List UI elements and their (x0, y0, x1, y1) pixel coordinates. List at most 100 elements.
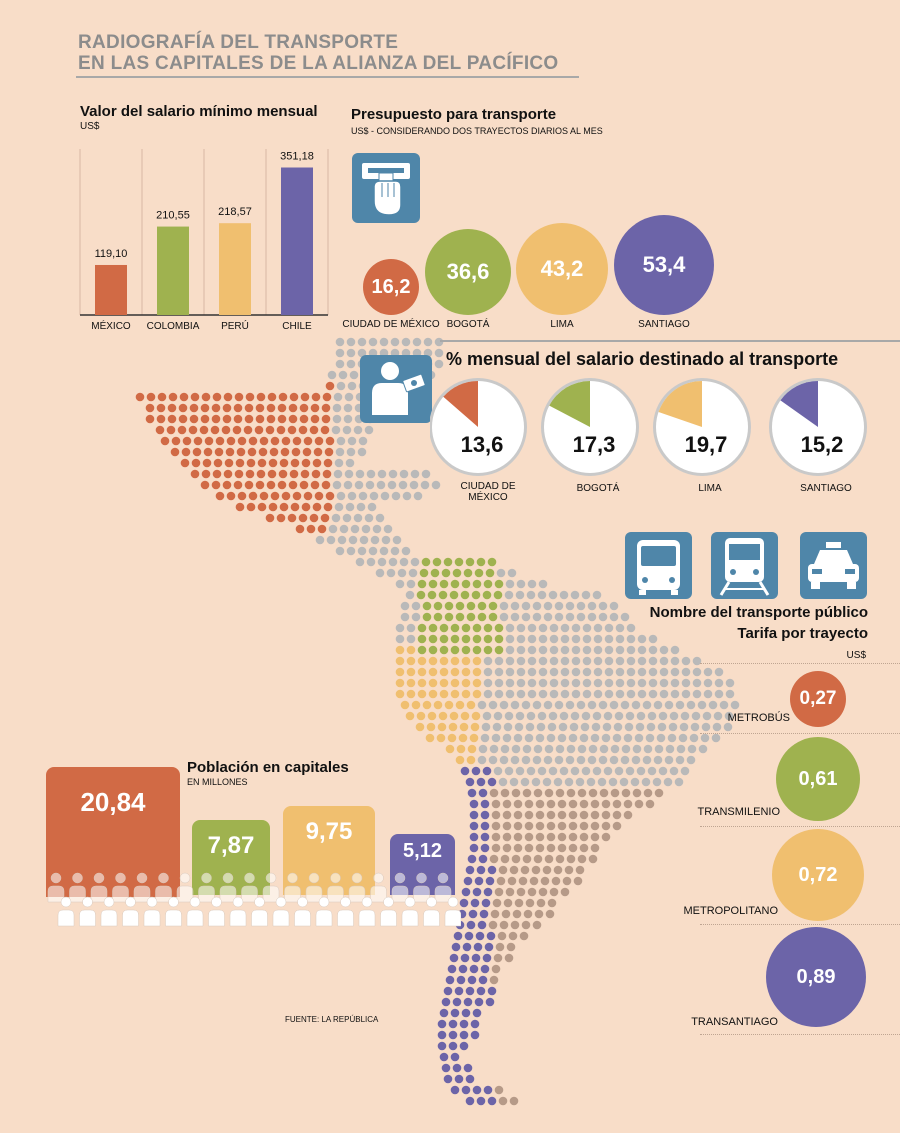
transport-title: Nombre del transporte público (649, 604, 868, 621)
map-dot (648, 689, 658, 699)
map-dot (335, 359, 345, 369)
map-dot (346, 447, 356, 457)
map-dot (527, 634, 537, 644)
map-dot (443, 557, 453, 567)
map-dot (494, 634, 504, 644)
person-body (423, 909, 440, 927)
map-dot (417, 623, 427, 633)
map-dot (270, 491, 280, 501)
map-dot (190, 392, 200, 402)
map-dot (337, 535, 347, 545)
map-dot (381, 535, 391, 545)
map-dot (372, 524, 382, 534)
map-dot (700, 733, 710, 743)
map-dot (642, 700, 652, 710)
map-dot (565, 601, 575, 611)
map-dot (345, 458, 355, 468)
salary-value-label: 218,57 (218, 206, 252, 218)
map-dot (535, 799, 545, 809)
map-dot (465, 777, 475, 787)
map-dot (321, 414, 331, 424)
map-dot (615, 656, 625, 666)
map-dot (670, 678, 680, 688)
map-dot (626, 623, 636, 633)
map-dot (527, 579, 537, 589)
map-dot (590, 810, 600, 820)
map-dot (428, 645, 438, 655)
map-dot (323, 502, 333, 512)
map-dot (548, 766, 558, 776)
map-dot (538, 645, 548, 655)
map-dot (593, 667, 603, 677)
map-dot (493, 953, 503, 963)
map-dot (256, 469, 266, 479)
map-dot (450, 634, 460, 644)
map-dot (427, 590, 437, 600)
map-dot (302, 447, 312, 457)
map-dot (334, 502, 344, 512)
map-dot (486, 931, 496, 941)
person-head (244, 872, 255, 884)
map-dot (357, 546, 367, 556)
person-head (265, 872, 277, 884)
map-dot (177, 425, 187, 435)
map-dot (325, 381, 335, 391)
map-dot (460, 590, 470, 600)
map-dot (535, 733, 545, 743)
map-dot (474, 997, 484, 1007)
map-dot (609, 612, 619, 622)
map-dot (505, 689, 515, 699)
map-dot (298, 513, 308, 523)
map-dot (516, 579, 526, 589)
map-dot (269, 447, 279, 457)
map-dot (410, 469, 420, 479)
map-dot (145, 414, 155, 424)
map-dot (560, 678, 570, 688)
person-body (112, 885, 129, 903)
map-dot (590, 821, 600, 831)
map-dot (463, 1063, 473, 1073)
map-dot (476, 986, 486, 996)
map-dot (453, 931, 463, 941)
map-dot (509, 865, 519, 875)
map-dot (725, 678, 735, 688)
map-dot (245, 469, 255, 479)
map-dot (598, 700, 608, 710)
map-dot (510, 700, 520, 710)
map-dot (492, 722, 502, 732)
map-dot (590, 843, 600, 853)
map-dot (560, 634, 570, 644)
person-head (168, 896, 179, 908)
map-dot (692, 667, 702, 677)
map-dot (647, 711, 657, 721)
map-dot (343, 480, 353, 490)
map-dot (450, 689, 460, 699)
map-dot (267, 469, 277, 479)
map-dot (494, 667, 504, 677)
map-dot (513, 832, 523, 842)
map-dot (479, 909, 489, 919)
map-dot (299, 403, 309, 413)
map-dot (657, 722, 667, 732)
map-dot (634, 733, 644, 743)
budget-label-mexico: CIUDAD DE MÉXICO (342, 319, 440, 330)
map-dot (516, 634, 526, 644)
map-dot (483, 634, 493, 644)
pie-slice (549, 381, 590, 427)
map-dot (568, 733, 578, 743)
map-dot (417, 678, 427, 688)
map-dot (432, 557, 442, 567)
map-dot (292, 436, 302, 446)
fare-separator-3 (700, 826, 900, 828)
salary-category-label: MÉXICO (91, 319, 131, 332)
map-dot (577, 744, 587, 754)
map-dot (463, 568, 473, 578)
map-dot (527, 887, 537, 897)
map-dot (491, 821, 501, 831)
map-dot (265, 425, 275, 435)
map-dot (292, 491, 302, 501)
map-dot (411, 612, 421, 622)
map-dot (546, 821, 556, 831)
person-head (179, 872, 191, 884)
map-dot (623, 810, 633, 820)
